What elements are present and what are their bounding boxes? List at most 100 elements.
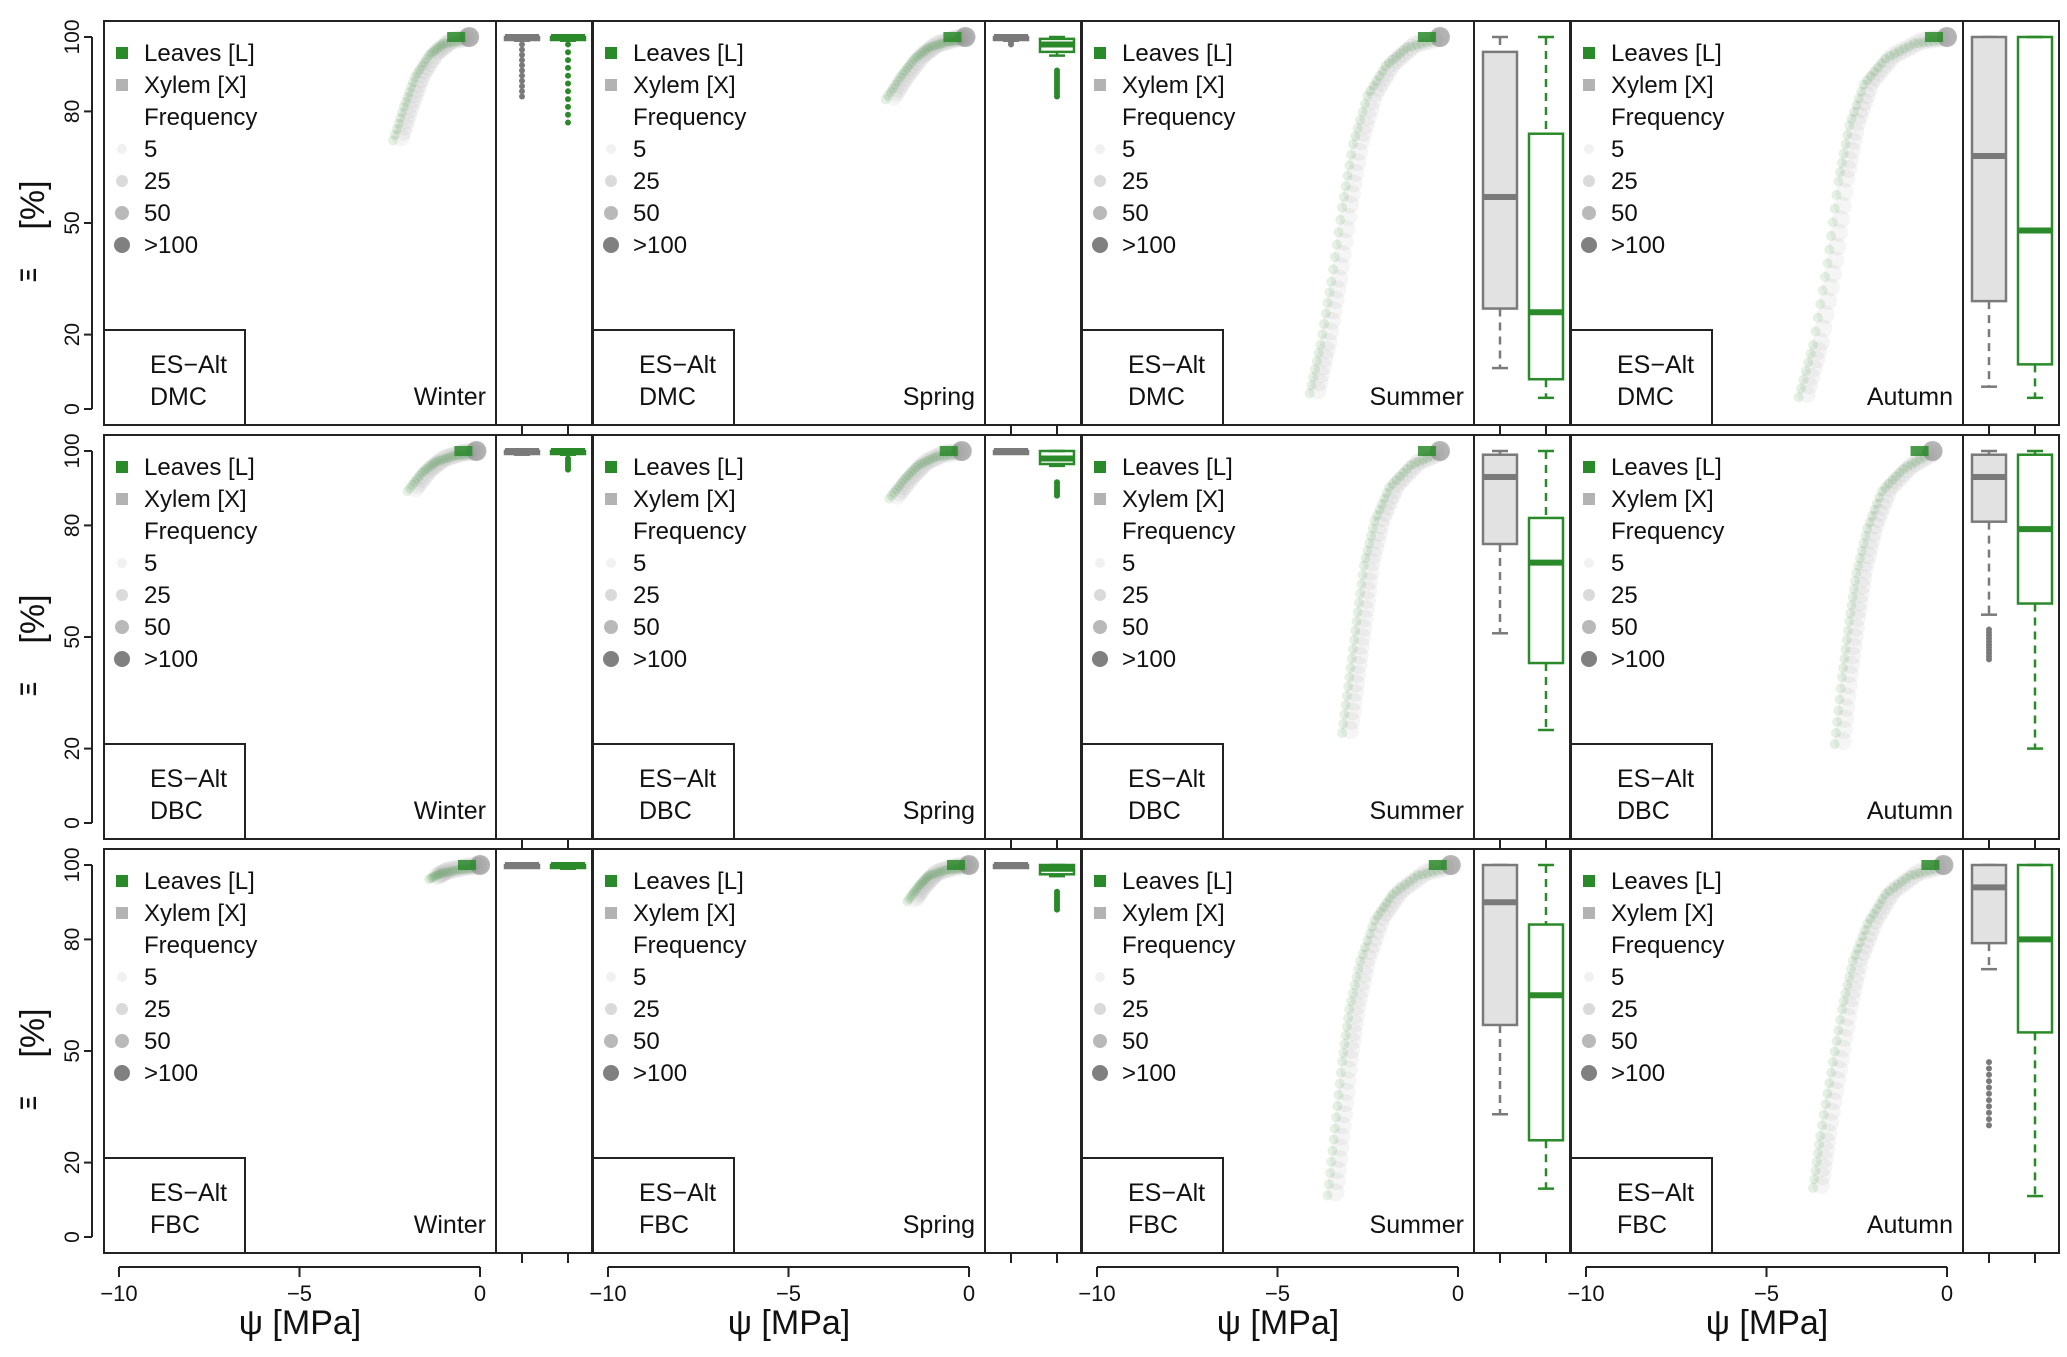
leaves-point (1331, 1112, 1342, 1123)
legend-frequency-dot (605, 175, 617, 187)
xylem-point (435, 449, 454, 468)
x-tick-label: −5 (1265, 1281, 1290, 1306)
leaves-point (1347, 139, 1358, 150)
leaves-point (1811, 1156, 1822, 1167)
xylem-point (1833, 1039, 1852, 1058)
xylem-point (1849, 601, 1868, 620)
xylem-point (912, 458, 931, 477)
legend-leaves-swatch (116, 47, 128, 59)
legend-frequency-dot (605, 1003, 617, 1015)
leaves-point (1398, 467, 1409, 478)
site-label: ES−Alt (150, 765, 227, 793)
leaves-point (1387, 889, 1398, 900)
xylem-point (413, 469, 432, 488)
leaves-point (1833, 1025, 1844, 1036)
leaves-point (1915, 453, 1926, 464)
leaves-point (1831, 190, 1842, 200)
leaves-point (905, 891, 916, 902)
xylem-point (1846, 973, 1865, 992)
xylem-point (1833, 196, 1852, 215)
xylem-point (1345, 1014, 1364, 1033)
xylem-point (418, 57, 437, 76)
leaves-point (902, 896, 913, 907)
xylem-point (913, 46, 932, 65)
leaves-point (1343, 1013, 1354, 1024)
legend-frequency-level: 50 (633, 614, 660, 641)
legend-frequency-level: 50 (1611, 1028, 1638, 1055)
leaves-point (1351, 972, 1362, 983)
legend-frequency-level: 5 (1611, 550, 1624, 577)
xylem-point (1905, 866, 1924, 885)
xylem-outlier (519, 57, 525, 64)
leaves-point (1417, 446, 1436, 456)
leaves-outlier (565, 111, 571, 118)
xylem-point (1858, 546, 1877, 565)
site-label-box (592, 329, 735, 426)
leaves-point (1909, 38, 1920, 49)
legend-frequency-level: >100 (633, 646, 687, 673)
xylem-point (1378, 63, 1397, 82)
xylem-point (1860, 79, 1879, 98)
xylem-point (1409, 453, 1428, 472)
legend-frequency-level: >100 (1122, 232, 1176, 259)
leaves-outlier (1054, 888, 1060, 895)
leaves-point (1844, 616, 1855, 627)
leaves-point (1915, 867, 1926, 878)
leaves-point (1812, 1148, 1823, 1159)
legend-frequency-dot (1584, 558, 1594, 568)
leaves-point (947, 860, 965, 870)
leaves-point (426, 460, 437, 471)
leaves-point (1323, 1179, 1334, 1190)
xylem-point (1873, 59, 1892, 78)
xylem-point (1369, 78, 1388, 97)
xylem-point (913, 879, 932, 898)
xylem-point (1344, 693, 1363, 712)
leaves-point (419, 465, 430, 476)
leaves-point (918, 876, 929, 887)
xylem-box (1970, 35, 2008, 303)
xylem-point (1881, 887, 1900, 905)
legend-frequency-dot (1092, 651, 1108, 667)
leaves-point (393, 118, 404, 129)
xylem-point (918, 872, 937, 891)
leaves-point (1355, 956, 1366, 966)
leaves-point (1829, 203, 1840, 214)
legend-leaves-label: Leaves [L] (1611, 40, 1722, 67)
leaves-point (1897, 876, 1908, 887)
leaves-point (1369, 915, 1380, 926)
legend-leaves-label: Leaves [L] (633, 40, 744, 67)
legend-frequency-dot (1095, 144, 1105, 154)
leaves-point (1347, 988, 1358, 999)
y-tick-label: 50 (61, 211, 84, 234)
leaves-point (428, 46, 439, 57)
leaves-point (1891, 471, 1902, 482)
leaves-point (1338, 1047, 1349, 1058)
xylem-point (1836, 709, 1855, 728)
leaves-point (909, 53, 920, 64)
xylem-point (1864, 523, 1883, 542)
xylem-point (917, 453, 936, 472)
xylem-point (1837, 169, 1856, 188)
y-axis-label: [%] (14, 1008, 52, 1057)
leaves-point (1869, 66, 1880, 77)
xylem-point (1840, 150, 1859, 169)
leaves-point (895, 72, 906, 83)
xylem-point (1850, 106, 1869, 125)
leaves-point (923, 870, 934, 881)
xylem-point (926, 865, 945, 884)
xylem-point (1342, 711, 1361, 730)
leaves-point (1848, 106, 1859, 117)
leaves-point (1380, 61, 1391, 72)
leaves-point (926, 869, 937, 880)
legend-frequency-level: 5 (1611, 136, 1624, 163)
leaves-point (1836, 157, 1847, 168)
leaves-point (1876, 486, 1887, 497)
leaves-point (414, 64, 425, 75)
xylem-point (1828, 237, 1847, 256)
boxplot-frame (495, 848, 593, 1254)
xylem-outlier (1986, 1065, 1992, 1072)
xylem-outlier (519, 67, 525, 74)
leaves-point (1854, 553, 1865, 564)
legend-frequency-level: 50 (1611, 200, 1638, 227)
